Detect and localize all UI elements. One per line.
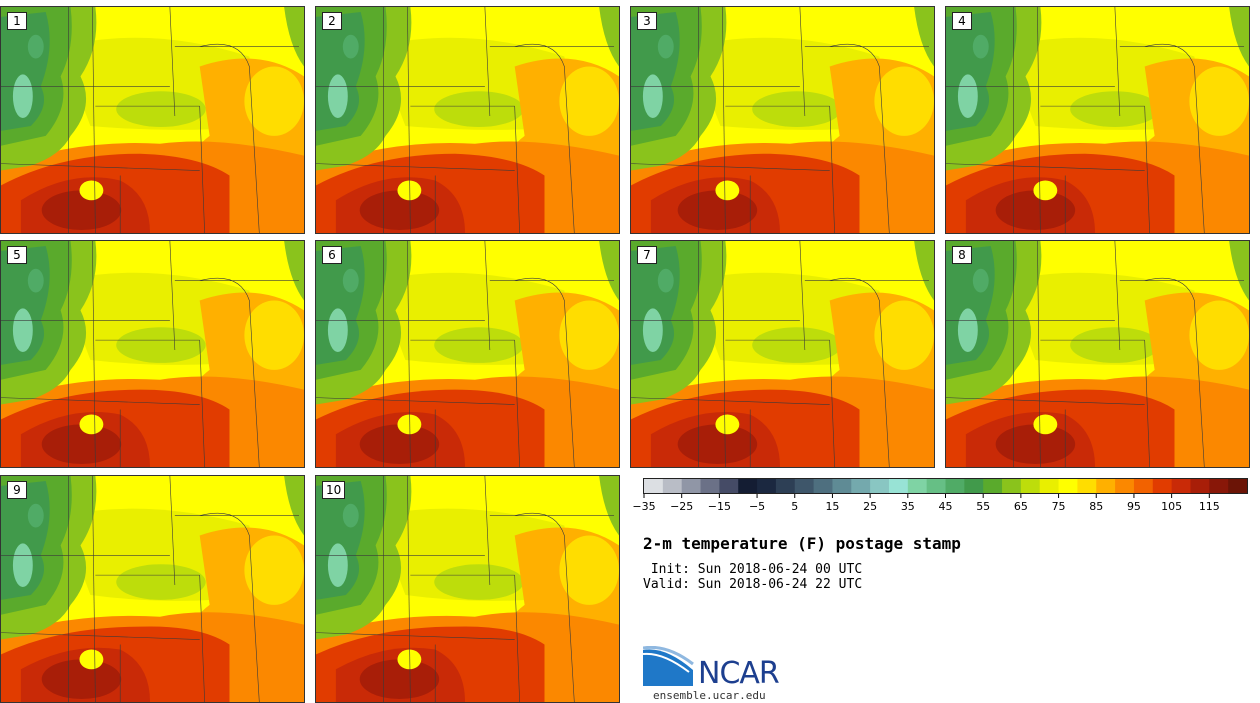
- colorbar-tick-label: 105: [1161, 500, 1182, 513]
- colorbar-tick-label: 35: [901, 500, 915, 513]
- ncar-logo: [643, 646, 694, 686]
- colorbar-swatch: [1077, 479, 1097, 493]
- ensemble-member-map: 3: [630, 6, 935, 234]
- colorbar-tick-label: 55: [976, 500, 990, 513]
- colorbar-swatch: [757, 479, 777, 493]
- colorbar-swatch: [1171, 479, 1192, 493]
- figure-title: 2-m temperature (F) postage stamp: [643, 534, 961, 553]
- member-label: 10: [322, 481, 346, 499]
- colorbar-swatch: [681, 479, 702, 493]
- colorbar-swatch: [1133, 479, 1154, 493]
- member-label: 8: [952, 246, 972, 264]
- colorbar-tick-label: −5: [749, 500, 765, 513]
- colorbar-swatch: [888, 479, 909, 493]
- colorbar-tick-labels: −35 −25 −15 −5 5 15 25 35 45 55 65 75 85 95 105 115: [632, 494, 1248, 520]
- ensemble-member-map: 2: [315, 6, 620, 234]
- colorbar-swatch: [644, 479, 664, 493]
- colorbar-swatch: [1190, 479, 1210, 493]
- member-label: 3: [637, 12, 657, 30]
- colorbar-swatch: [945, 479, 965, 493]
- colorbar-swatch: [1209, 479, 1229, 493]
- ncar-logo-text: NCAR: [698, 656, 780, 691]
- colorbar-swatch: [1096, 479, 1116, 493]
- colorbar-tick-label: −25: [670, 500, 693, 513]
- colorbar-swatch: [907, 479, 928, 493]
- colorbar-swatch: [1039, 479, 1060, 493]
- colorbar-tick-label: −15: [708, 500, 731, 513]
- colorbar-swatch: [1002, 479, 1022, 493]
- colorbar-swatch: [794, 479, 815, 493]
- ensemble-member-map: 4: [945, 6, 1250, 234]
- colorbar-tick-label: 65: [1014, 500, 1028, 513]
- colorbar-swatch: [813, 479, 834, 493]
- colorbar-swatch: [983, 479, 1003, 493]
- colorbar-swatch: [1228, 479, 1247, 493]
- colorbar-swatch: [662, 479, 683, 493]
- colorbar-tick-label: 45: [939, 500, 953, 513]
- colorbar-tick-label: 115: [1199, 500, 1220, 513]
- member-label: 2: [322, 12, 342, 30]
- member-label: 9: [7, 481, 27, 499]
- ensemble-member-map: 9: [0, 475, 305, 703]
- colorbar-tick-label: 15: [825, 500, 839, 513]
- colorbar-swatch: [964, 479, 984, 493]
- colorbar-swatch: [1152, 479, 1173, 493]
- colorbar-swatch: [926, 479, 947, 493]
- website-url: ensemble.ucar.edu: [653, 689, 766, 702]
- colorbar-swatch: [700, 479, 720, 493]
- colorbar-swatch: [775, 479, 796, 493]
- ensemble-member-map: 10: [315, 475, 620, 703]
- member-label: 5: [7, 246, 27, 264]
- member-label: 7: [637, 246, 657, 264]
- ensemble-member-map: 7: [630, 240, 935, 468]
- ensemble-member-map: 5: [0, 240, 305, 468]
- colorbar-tick-label: −35: [632, 500, 655, 513]
- member-label: 6: [322, 246, 342, 264]
- colorbar-swatch: [1058, 479, 1078, 493]
- valid-time: Valid: Sun 2018-06-24 22 UTC: [643, 577, 863, 592]
- colorbar-swatch: [851, 479, 871, 493]
- ensemble-member-map: 1: [0, 6, 305, 234]
- colorbar-tick-label: 95: [1127, 500, 1141, 513]
- member-label: 4: [952, 12, 972, 30]
- ensemble-member-map: 6: [315, 240, 620, 468]
- colorbar-swatch: [1020, 479, 1041, 493]
- colorbar-swatch: [870, 479, 890, 493]
- init-time: Init: Sun 2018-06-24 00 UTC: [643, 562, 863, 577]
- colorbar-tick-label: 5: [791, 500, 798, 513]
- colorbar-swatch: [719, 479, 739, 493]
- colorbar-swatch: [1115, 479, 1135, 493]
- temperature-colorbar: [643, 478, 1248, 494]
- colorbar-swatch: [832, 479, 852, 493]
- colorbar-tick-label: 75: [1052, 500, 1066, 513]
- colorbar-tick-label: 85: [1089, 500, 1103, 513]
- colorbar-swatch: [738, 479, 758, 493]
- ensemble-member-map: 8: [945, 240, 1250, 468]
- colorbar-tick-label: 25: [863, 500, 877, 513]
- member-label: 1: [7, 12, 27, 30]
